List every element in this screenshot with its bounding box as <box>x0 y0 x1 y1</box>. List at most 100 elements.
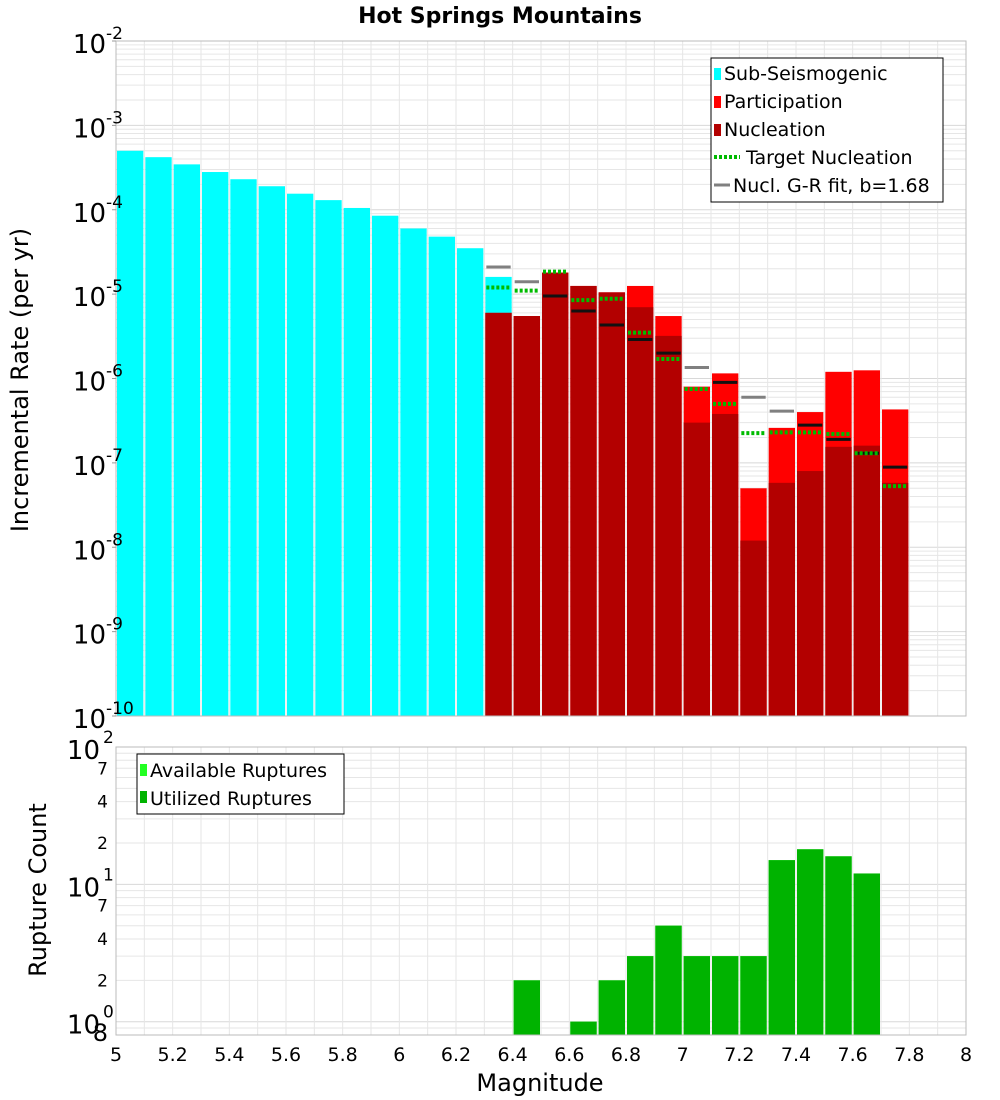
sub-seismogenic-bar <box>202 172 229 716</box>
y-minor-tick-label: 7 <box>97 759 108 779</box>
legend-available-swatch <box>140 764 147 776</box>
count-plot-y-label: Rupture Count <box>24 803 52 977</box>
sub-seismogenic-bar <box>287 193 314 716</box>
y-tick-label-base: 10 <box>73 452 106 482</box>
legend-participation-label: Participation <box>724 91 843 113</box>
x-tick-label: 5 <box>110 1044 122 1066</box>
sub-seismogenic-bar <box>457 248 484 717</box>
x-tick-label: 7.2 <box>724 1044 754 1066</box>
nucleation-bar <box>853 445 880 716</box>
utilized-ruptures-bar <box>797 849 824 1035</box>
rate-plot-lines <box>486 265 908 489</box>
y-tick-label-base: 10 <box>67 873 100 903</box>
legend-nucleation-swatch <box>714 124 721 136</box>
y-tick-label-base: 10 <box>73 621 106 651</box>
x-tick-label: 6.4 <box>498 1044 528 1066</box>
utilized-ruptures-bar <box>683 956 710 1035</box>
x-tick-label: 7.6 <box>838 1044 868 1066</box>
legend-utilized-swatch <box>140 791 147 803</box>
legend-target-nucleation-label: Target Nucleation <box>745 147 913 169</box>
sub-seismogenic-bar <box>117 150 144 716</box>
y-tick-label-base: 10 <box>73 283 106 313</box>
utilized-ruptures-bar <box>768 860 795 1035</box>
y-minor-tick-label: 2 <box>97 971 108 991</box>
nucleation-bar <box>712 413 739 716</box>
x-tick-label: 5.8 <box>328 1044 358 1066</box>
chart-title: Hot Springs Mountains <box>358 4 642 29</box>
legend-sub-seismogenic-swatch <box>714 68 721 80</box>
nucleation-bar <box>598 292 625 716</box>
y-tick-label-exponent: -2 <box>106 24 123 44</box>
x-tick-label: 8 <box>960 1044 972 1066</box>
nucleation-bar <box>655 335 682 716</box>
nucleation-bar <box>768 482 795 716</box>
y-tick-label-exponent: -10 <box>106 699 134 719</box>
y-tick-label-exponent: -5 <box>106 277 123 297</box>
x-tick-label: 5.4 <box>214 1044 244 1066</box>
utilized-ruptures-bar <box>740 956 767 1035</box>
x-tick-label: 6.6 <box>554 1044 584 1066</box>
y-tick-label-exponent: -3 <box>106 108 123 128</box>
y-tick-label-exponent: -4 <box>106 193 123 213</box>
rate-plot-y-label: Incremental Rate (per yr) <box>6 228 34 532</box>
sub-seismogenic-bar <box>145 157 172 717</box>
count-plot-legend: Available Ruptures Utilized Ruptures <box>136 753 345 815</box>
rate-plot-bars <box>117 150 909 717</box>
legend-gr-fit-label: Nucl. G-R fit, b=1.68 <box>733 175 930 197</box>
y-tick-label-base: 10 <box>67 1011 100 1041</box>
sub-seismogenic-bar <box>230 179 257 716</box>
y-tick-label-base: 10 <box>73 368 106 398</box>
x-tick-label: 6.2 <box>441 1044 471 1066</box>
nucleation-bar <box>513 316 540 716</box>
nucleation-bar <box>740 540 767 716</box>
rate-plot-grid <box>115 41 967 717</box>
utilized-ruptures-bar <box>655 925 682 1035</box>
nucleation-bar <box>570 285 597 716</box>
rate-plot-legend: Sub-Seismogenic Participation Nucleation… <box>710 57 944 203</box>
y-minor-tick-label: 4 <box>97 930 108 950</box>
utilized-ruptures-bar <box>570 1021 597 1035</box>
y-minor-tick-label: 8 <box>93 1019 108 1047</box>
nucleation-bar <box>797 471 824 716</box>
nucleation-bar <box>542 272 569 716</box>
utilized-ruptures-bar <box>513 980 540 1035</box>
sub-seismogenic-bar <box>428 236 455 716</box>
x-tick-label: 6.8 <box>611 1044 641 1066</box>
sub-seismogenic-bar <box>258 186 285 716</box>
y-minor-tick-label: 4 <box>97 793 108 813</box>
x-tick-label: 6 <box>393 1044 405 1066</box>
legend-available-label: Available Ruptures <box>150 760 327 782</box>
y-tick-label-exponent: -8 <box>106 530 123 550</box>
sub-seismogenic-bar <box>343 207 370 716</box>
utilized-ruptures-bar <box>598 980 625 1035</box>
count-plot-bars <box>513 849 880 1035</box>
y-minor-tick-label: 7 <box>97 897 108 917</box>
y-tick-label-exponent: -6 <box>106 362 123 382</box>
legend-sub-seismogenic-label: Sub-Seismogenic <box>724 63 888 85</box>
y-tick-label-exponent: -9 <box>106 615 123 635</box>
x-tick-label: 5.2 <box>158 1044 188 1066</box>
x-axis-label: Magnitude <box>476 1069 603 1097</box>
x-tick-label: 7.8 <box>894 1044 924 1066</box>
nucleation-bar <box>825 446 852 716</box>
count-legend-box <box>136 753 345 815</box>
y-tick-label-exponent: 0 <box>103 1003 114 1023</box>
sub-seismogenic-bar <box>173 164 200 716</box>
utilized-ruptures-bar <box>825 856 852 1035</box>
rate-legend-box <box>710 57 944 203</box>
y-tick-label-base: 10 <box>73 114 106 144</box>
count-plot-frame <box>115 746 967 1036</box>
utilized-ruptures-bar <box>627 956 654 1035</box>
legend-participation-swatch <box>714 96 721 108</box>
y-tick-label-exponent: 2 <box>103 728 114 748</box>
nucleation-bar <box>627 307 654 716</box>
nucleation-bar <box>485 312 512 716</box>
sub-seismogenic-bar <box>372 215 399 717</box>
y-tick-label-base: 10 <box>67 736 100 766</box>
y-minor-tick-label: 2 <box>97 834 108 854</box>
count-plot-x-ticks: 5 5.2 5.4 5.6 5.8 6 6.2 6.4 6.6 6.8 7 7.2 7.4 7.6 7.8 8 <box>110 1044 972 1066</box>
